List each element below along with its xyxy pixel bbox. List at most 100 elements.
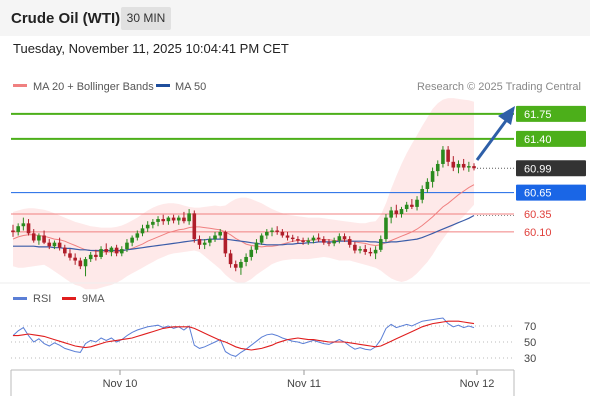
candle-body [156,219,160,222]
candle-body [280,231,285,236]
candle-body [223,231,228,254]
candle-body [337,236,342,241]
candle-body [78,260,83,267]
candle-body [472,166,476,169]
candle-body [11,230,15,232]
candle-body [202,242,207,245]
level-badge-60-99 [516,160,586,177]
candle-body [166,217,171,222]
rsi-tick-label-50: 50 [524,337,536,349]
rsi-tick-label-30: 30 [524,353,536,365]
candle-body [171,217,176,221]
candle-body [378,239,383,250]
candle-body [441,149,445,164]
candle-body [239,261,243,268]
candle-body [197,239,202,245]
candle-body [140,228,145,234]
candle-body [135,233,140,238]
level-label-61-40: 61.40 [524,134,552,146]
candle-body [218,231,222,236]
candle-body [104,249,109,252]
candle-body [358,249,362,251]
candle-body [249,249,254,257]
candle-body [68,253,72,258]
candle-body [332,240,336,244]
candle-body [259,235,264,243]
x-tick-label: Nov 12 [460,378,495,390]
instrument-title: Crude Oil (WTI) [11,10,121,27]
candle-body [290,237,295,240]
candle-body [316,237,321,240]
candle-body [435,163,440,172]
candle-body [233,264,238,268]
candle-body [130,237,134,243]
candle-body [63,247,67,254]
candle-body [265,231,269,236]
timestamp: Tuesday, November 11, 2025 10:04:41 PM C… [13,41,289,56]
candle-body [301,240,305,242]
candle-body [145,224,150,229]
level-label-60-99: 60.99 [524,163,552,175]
candle-body [37,235,41,241]
candle-body [368,251,373,254]
level-label-60-35: 60.35 [524,209,552,221]
candle-body [114,247,119,254]
level-label-60-10: 60.10 [524,227,552,239]
rsi-ma-line [13,320,475,351]
candle-body [430,171,435,182]
candle-body [21,223,26,227]
candle-body [347,239,352,245]
candle-body [192,213,197,240]
candle-body [389,210,393,218]
rsi-ma-legend-label: 9MA [82,293,105,305]
candle-body [296,239,300,241]
candle-body [451,161,456,168]
candle-body [228,253,233,265]
candle-body [446,149,450,162]
candle-body [456,163,461,168]
candle-body [88,254,93,260]
candle-body [327,242,331,244]
candle-body [52,242,57,247]
candle-body [404,204,409,210]
level-label-61-75: 61.75 [524,109,552,121]
candle-body [306,240,311,242]
candle-body [161,219,166,222]
timeframe-button[interactable]: 30 MIN [121,7,171,30]
candle-body [42,235,46,243]
candle-body [254,242,259,250]
level-badge-61-40 [516,130,586,147]
candle-body [353,244,357,251]
candle-body [399,209,404,215]
source-credit: Research © 2025 Trading Central [417,81,581,93]
candle-body [109,247,114,252]
candle-body [384,217,388,240]
candle-body [342,236,347,240]
x-tick-label: Nov 11 [287,378,321,390]
header-bar: Crude Oil (WTI) 30 MIN [0,0,590,36]
candle-body [151,221,155,225]
candle-body [187,213,191,222]
candle-body [73,257,77,261]
candle-body [83,259,88,267]
rsi-tick-label-70: 70 [524,321,536,333]
candle-body [275,230,279,232]
candle-body [94,254,98,257]
candle-body [57,242,62,248]
candle-body [467,166,471,168]
ma50-legend-label: MA 50 [175,81,206,93]
candle-body [420,189,425,200]
candle-body [373,249,378,254]
bollinger-legend-label: MA 20 + Bollinger Bands [33,81,154,93]
candle-body [182,217,186,222]
projection-arrow [475,117,510,161]
candle-body [125,242,129,250]
ma50-legend-swatch [156,84,170,87]
candle-body [394,210,399,215]
candle-body [176,217,181,221]
bollinger-band-fill [13,98,474,290]
candle-body [461,163,466,168]
rsi-ma-legend-swatch [62,297,76,300]
level-badge-61-75 [516,105,586,122]
